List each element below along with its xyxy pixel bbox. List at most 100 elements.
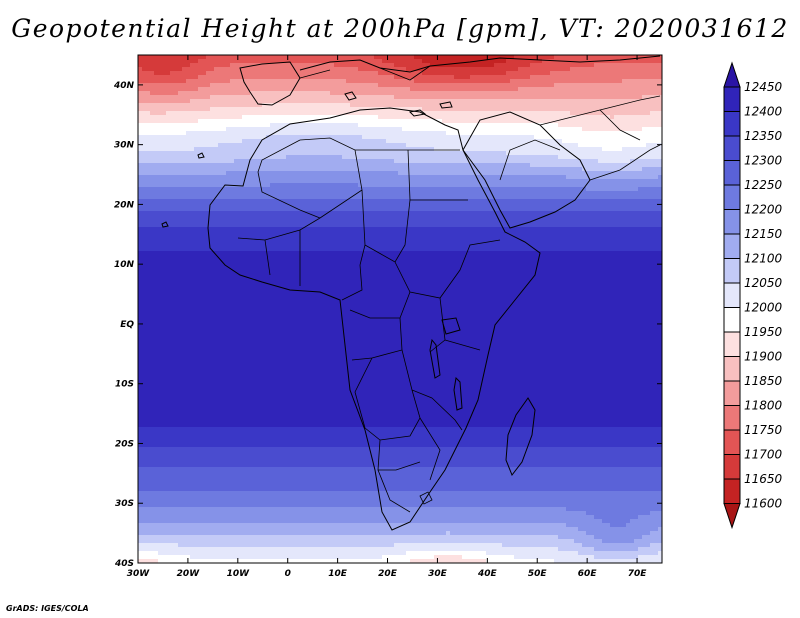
field-cell (550, 55, 555, 60)
field-cell (314, 171, 319, 176)
field-cell (322, 199, 327, 204)
field-cell (218, 143, 223, 148)
field-cell (322, 195, 327, 200)
field-cell (606, 187, 611, 192)
field-cell (314, 195, 319, 200)
field-cell (254, 139, 259, 144)
field-cell (510, 195, 515, 200)
field-cell (298, 63, 303, 68)
field-cell (390, 167, 395, 172)
field-cell (626, 55, 631, 60)
field-cell (354, 183, 359, 188)
field-cell (198, 151, 203, 156)
field-cell (334, 143, 339, 148)
field-cell (146, 191, 151, 196)
field-cell (174, 63, 179, 68)
field-cell (426, 103, 431, 108)
field-cell (474, 115, 479, 120)
field-cell (498, 167, 503, 172)
field-cell (350, 151, 355, 156)
field-cell (494, 159, 499, 164)
field-cell (574, 83, 579, 88)
field-cell (162, 99, 167, 104)
field-cell (342, 131, 347, 136)
field-cell (174, 95, 179, 100)
field-cell (546, 55, 551, 60)
field-cell (174, 123, 179, 128)
field-cell (310, 99, 315, 104)
field-cell (330, 139, 335, 144)
field-cell (438, 139, 443, 144)
field-cell (454, 135, 459, 140)
field-cell (430, 95, 435, 100)
field-cell (634, 119, 639, 124)
field-cell (590, 131, 595, 136)
field-cell (630, 59, 635, 64)
field-cell (526, 119, 531, 124)
field-cell (510, 99, 515, 104)
field-cell (478, 167, 483, 172)
field-cell (474, 187, 479, 192)
field-cell (418, 103, 423, 108)
field-cell (286, 187, 291, 192)
field-cell (330, 59, 335, 64)
field-cell (634, 83, 639, 88)
field-cell (442, 55, 447, 60)
field-cell (446, 139, 451, 144)
field-cell (558, 123, 563, 128)
field-cell (602, 111, 607, 116)
field-cell (262, 91, 267, 96)
field-cell (298, 159, 303, 164)
field-cell (146, 167, 151, 172)
field-cell (622, 79, 627, 84)
field-cell (198, 55, 203, 60)
field-cell (386, 187, 391, 192)
field-cell (354, 71, 359, 76)
field-cell (166, 135, 171, 140)
field-cell (458, 191, 463, 196)
field-cell (146, 103, 151, 108)
field-cell (498, 115, 503, 120)
field-cell (302, 147, 307, 152)
field-cell (230, 103, 235, 108)
field-cell (202, 95, 207, 100)
field-cell (142, 127, 147, 132)
field-cell (278, 175, 283, 180)
field-cell (150, 183, 155, 188)
field-cell (406, 91, 411, 96)
field-cell (254, 163, 259, 168)
field-cell (630, 179, 635, 184)
field-cell (630, 67, 635, 72)
field-cell (330, 203, 335, 208)
field-cell (610, 155, 615, 160)
field-cell (374, 199, 379, 204)
field-cell (374, 119, 379, 124)
field-cell (158, 135, 163, 140)
field-cell (154, 83, 159, 88)
field-cell (358, 91, 363, 96)
field-cell (646, 59, 651, 64)
field-cell (346, 199, 351, 204)
field-cell (222, 151, 227, 156)
field-cell (410, 159, 415, 164)
field-cell (242, 139, 247, 144)
field-cell (630, 55, 635, 60)
field-cell (266, 183, 271, 188)
field-cell (570, 175, 575, 180)
field-cell (294, 151, 299, 156)
field-cell (502, 71, 507, 76)
field-cell (234, 199, 239, 204)
field-cell (414, 203, 419, 208)
field-cell (506, 95, 511, 100)
field-cell (354, 59, 359, 64)
field-cell (602, 143, 607, 148)
field-cell (422, 155, 427, 160)
field-cell (558, 103, 563, 108)
field-cell (254, 83, 259, 88)
field-cell (402, 171, 407, 176)
field-cell (598, 91, 603, 96)
field-cell (394, 75, 399, 80)
field-cell (238, 103, 243, 108)
field-cell (358, 83, 363, 88)
field-cell (214, 151, 219, 156)
